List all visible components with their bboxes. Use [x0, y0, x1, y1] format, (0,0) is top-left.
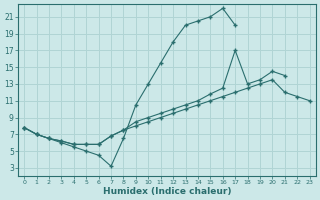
X-axis label: Humidex (Indice chaleur): Humidex (Indice chaleur) — [103, 187, 231, 196]
